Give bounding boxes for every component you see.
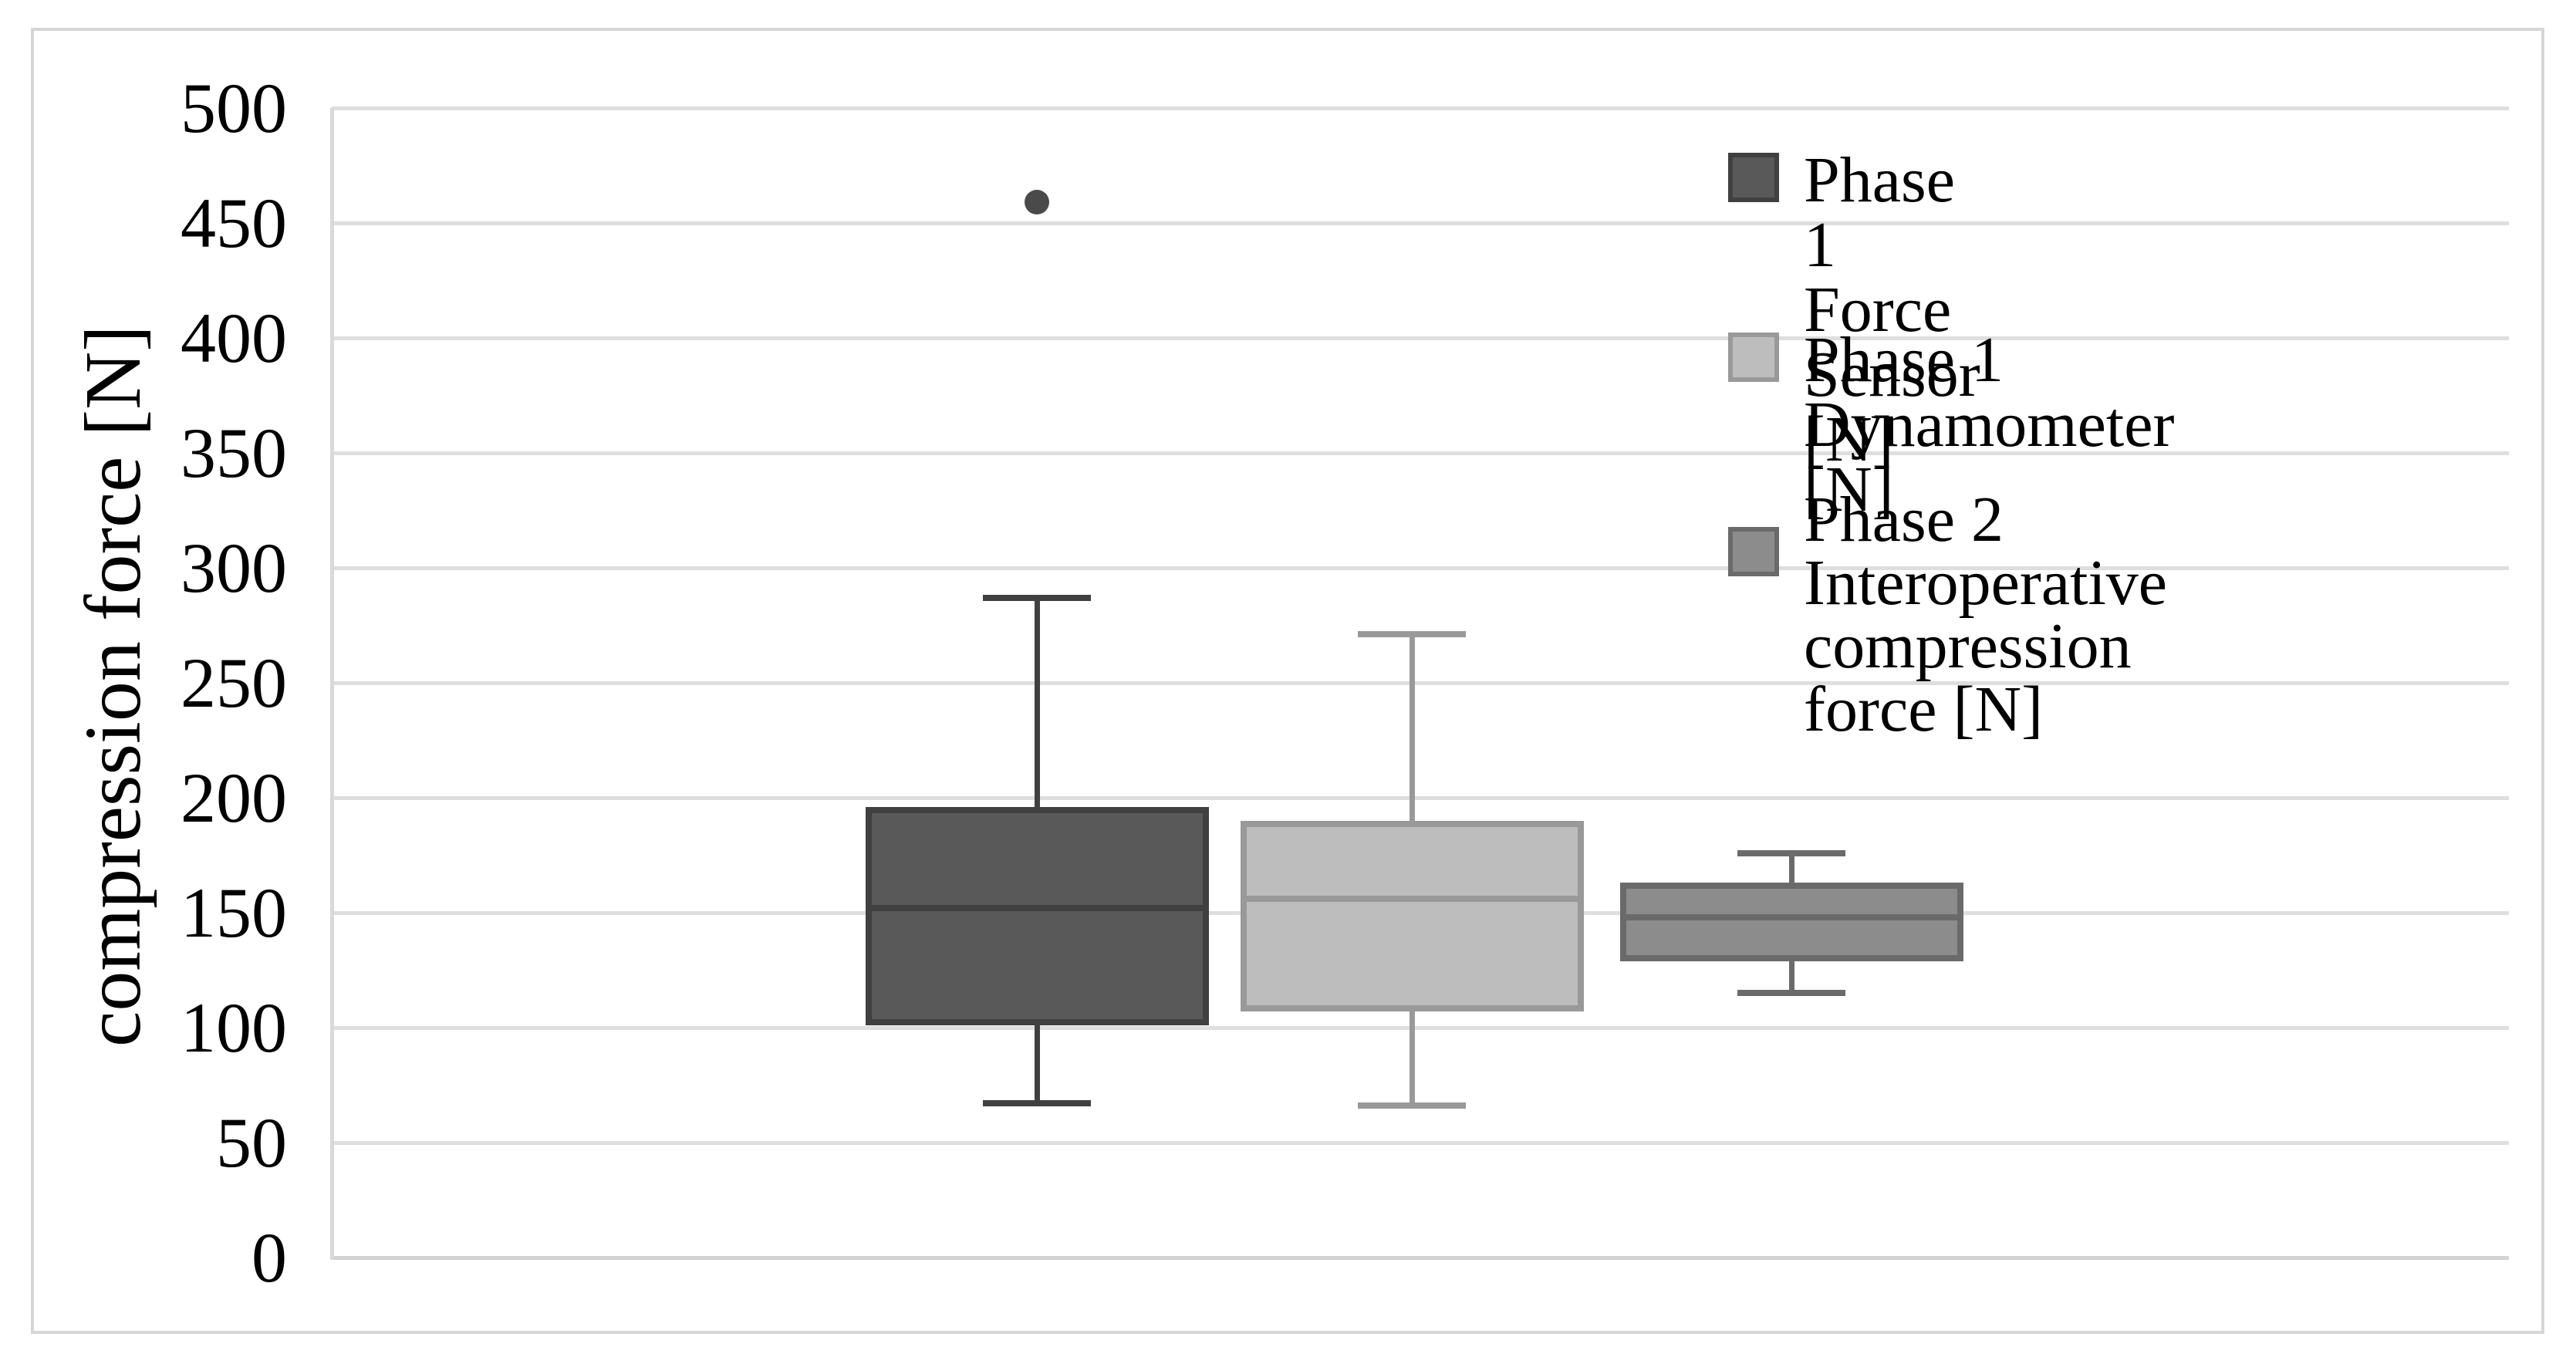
y-tick-label-0: 0	[252, 1218, 287, 1297]
y-axis-line	[330, 108, 334, 1260]
median-phase-2-interoperative-compression-force-n	[1619, 913, 1963, 920]
y-tick-label-300: 300	[181, 528, 287, 607]
median-phase-1-force-sensor-n	[865, 905, 1209, 912]
y-tick-label-350: 350	[181, 414, 287, 492]
gridline-400	[332, 336, 2509, 340]
y-tick-label-200: 200	[181, 758, 287, 837]
whisker-lower-cap-phase-1-force-sensor-n	[983, 1100, 1091, 1107]
box-phase-1-force-sensor-n	[865, 806, 1209, 1025]
whisker-upper-cap-phase-1-force-sensor-n	[983, 594, 1091, 601]
whisker-upper-cap-phase-2-interoperative-compression-force-n	[1737, 849, 1845, 856]
y-tick-label-50: 50	[216, 1103, 287, 1182]
whisker-lower-stem-phase-1-force-sensor-n	[1034, 1025, 1040, 1104]
gridline-50	[332, 1140, 2509, 1145]
gridline-350	[332, 451, 2509, 455]
box-phase-1-dynamometer-n	[1240, 820, 1584, 1012]
whisker-lower-stem-phase-1-dynamometer-n	[1409, 1011, 1415, 1106]
y-tick-label-450: 450	[181, 184, 287, 262]
gridline-450	[332, 221, 2509, 225]
gridline-200	[332, 795, 2509, 800]
whisker-upper-stem-phase-1-force-sensor-n	[1034, 597, 1040, 807]
y-tick-label-100: 100	[181, 988, 287, 1067]
gridline-300	[332, 566, 2509, 570]
gridline-500	[332, 106, 2509, 110]
whisker-upper-cap-phase-1-dynamometer-n	[1358, 631, 1466, 638]
gridline-0	[332, 1255, 2509, 1260]
outlier-point-phase-1-force-sensor-n	[1025, 190, 1049, 215]
y-tick-label-150: 150	[181, 873, 287, 952]
y-tick-label-250: 250	[181, 643, 287, 722]
median-phase-1-dynamometer-n	[1240, 896, 1584, 903]
box-phase-2-interoperative-compression-force-n	[1619, 883, 1963, 961]
y-tick-label-500: 500	[181, 69, 287, 147]
whisker-lower-stem-phase-2-interoperative-compression-force-n	[1788, 961, 1794, 994]
y-tick-label-400: 400	[181, 299, 287, 377]
whisker-upper-stem-phase-2-interoperative-compression-force-n	[1788, 853, 1794, 883]
gridline-100	[332, 1025, 2509, 1030]
whisker-lower-cap-phase-1-dynamometer-n	[1358, 1102, 1466, 1109]
gridline-250	[332, 680, 2509, 685]
whisker-upper-stem-phase-1-dynamometer-n	[1409, 634, 1415, 821]
whisker-lower-cap-phase-2-interoperative-compression-force-n	[1737, 990, 1845, 997]
